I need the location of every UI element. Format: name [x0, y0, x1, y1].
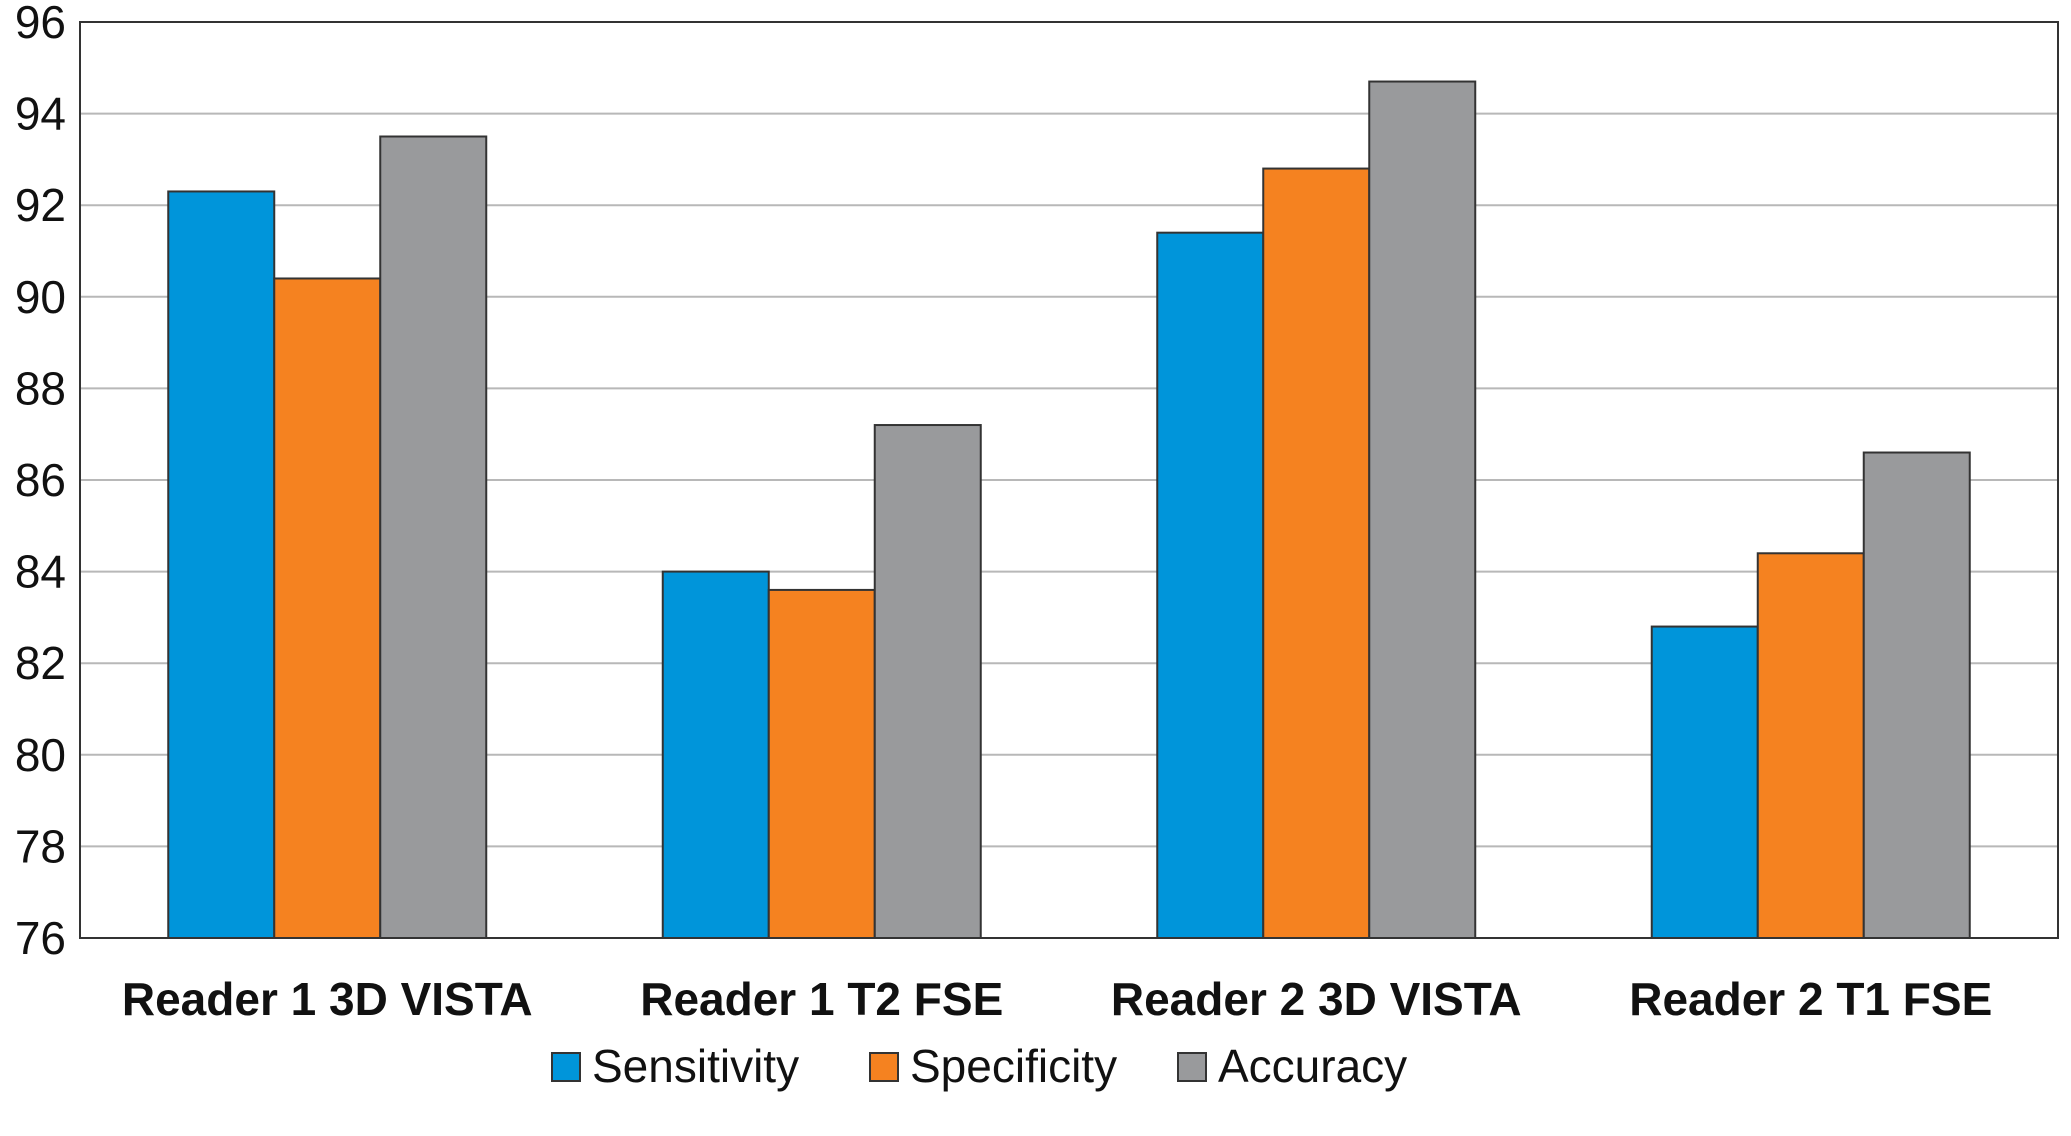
legend-label-specificity: Specificity	[910, 1040, 1117, 1092]
legend-label-accuracy: Accuracy	[1218, 1040, 1407, 1092]
y-axis-tick-labels: 76 78 80 82 84 86 88 90 92 94 96	[15, 0, 66, 964]
y-tick-label: 78	[15, 820, 66, 872]
legend-swatch-accuracy	[1177, 1052, 1207, 1082]
legend: Sensitivity Specificity Accuracy	[551, 1040, 1407, 1092]
bar-sensitivity-reader-2-t1-fse	[1650, 625, 1759, 939]
bar-specificity-reader-2-t1-fse	[1756, 552, 1865, 940]
bar-accuracy-reader-2-t1-fse	[1862, 451, 1971, 939]
legend-swatch-specificity	[869, 1052, 899, 1082]
bar-sensitivity-reader-2-3d-vista	[1156, 231, 1265, 939]
y-tick-label: 86	[15, 454, 66, 506]
y-tick-label: 92	[15, 179, 66, 231]
x-axis-category-labels: Reader 1 3D VISTA Reader 1 T2 FSE Reader 2…	[122, 973, 1992, 1025]
y-tick-label: 80	[15, 729, 66, 781]
bar-sensitivity-reader-1-3d-vista	[167, 190, 276, 939]
bars	[167, 80, 1971, 940]
bar-accuracy-reader-1-3d-vista	[379, 135, 488, 939]
y-tick-label: 84	[15, 546, 66, 598]
bar-specificity-reader-1-3d-vista	[273, 277, 382, 940]
bar-accuracy-reader-2-3d-vista	[1368, 80, 1477, 940]
y-tick-label: 90	[15, 271, 66, 323]
y-tick-label: 76	[15, 912, 66, 964]
x-category-label: Reader 1 T2 FSE	[640, 973, 1003, 1025]
legend-swatch-sensitivity	[551, 1052, 581, 1082]
plot-area-border	[79, 21, 2059, 939]
x-category-label: Reader 1 3D VISTA	[122, 973, 533, 1025]
bar-accuracy-reader-1-t2-fse	[873, 424, 982, 940]
bar-sensitivity-reader-1-t2-fse	[661, 570, 770, 939]
y-tick-label: 94	[15, 88, 66, 140]
bar-specificity-reader-2-3d-vista	[1262, 167, 1371, 939]
y-tick-label: 96	[15, 0, 66, 48]
x-category-label: Reader 2 3D VISTA	[1111, 973, 1522, 1025]
bar-specificity-reader-1-t2-fse	[767, 588, 876, 939]
x-category-label: Reader 2 T1 FSE	[1629, 973, 1992, 1025]
y-tick-label: 88	[15, 362, 66, 414]
y-tick-label: 82	[15, 637, 66, 689]
legend-label-sensitivity: Sensitivity	[592, 1040, 799, 1092]
